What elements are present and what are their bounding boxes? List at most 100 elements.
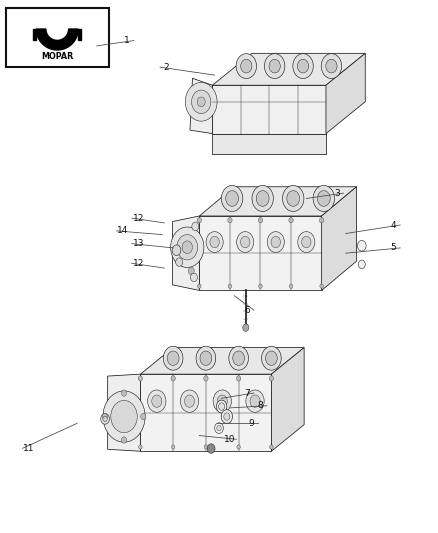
Polygon shape <box>199 187 357 216</box>
Polygon shape <box>321 187 357 290</box>
Circle shape <box>320 284 323 288</box>
Circle shape <box>265 351 277 366</box>
Text: 4: 4 <box>391 221 396 230</box>
Circle shape <box>185 83 217 121</box>
Circle shape <box>271 236 280 248</box>
Text: 7: 7 <box>244 389 250 398</box>
Circle shape <box>269 376 274 381</box>
Circle shape <box>111 400 137 433</box>
Text: 10: 10 <box>224 435 236 444</box>
Circle shape <box>180 390 199 413</box>
Circle shape <box>213 390 231 413</box>
Circle shape <box>210 236 219 248</box>
Circle shape <box>237 445 240 449</box>
Circle shape <box>256 191 269 206</box>
Circle shape <box>198 284 201 288</box>
Polygon shape <box>141 348 304 374</box>
Circle shape <box>182 241 192 254</box>
Circle shape <box>177 235 198 260</box>
Circle shape <box>265 54 285 78</box>
Circle shape <box>283 185 304 212</box>
Circle shape <box>302 236 311 248</box>
Circle shape <box>191 273 198 281</box>
Circle shape <box>219 403 225 410</box>
Polygon shape <box>212 134 326 155</box>
Text: 12: 12 <box>133 214 144 223</box>
Polygon shape <box>272 348 304 451</box>
Circle shape <box>357 240 366 251</box>
Circle shape <box>240 59 252 73</box>
Circle shape <box>188 267 194 274</box>
Circle shape <box>138 376 143 381</box>
Circle shape <box>229 346 248 370</box>
Text: 5: 5 <box>391 244 396 253</box>
Polygon shape <box>108 374 141 451</box>
Circle shape <box>261 346 281 370</box>
Circle shape <box>289 217 293 223</box>
Polygon shape <box>212 53 365 85</box>
Circle shape <box>216 400 227 413</box>
Circle shape <box>192 222 199 231</box>
Text: MOPAR: MOPAR <box>41 52 73 61</box>
Circle shape <box>102 414 107 419</box>
Circle shape <box>252 185 273 212</box>
Text: 9: 9 <box>249 419 254 428</box>
Circle shape <box>228 217 232 223</box>
Circle shape <box>298 232 315 253</box>
Circle shape <box>172 245 181 255</box>
Circle shape <box>246 390 264 413</box>
Circle shape <box>237 376 241 381</box>
Polygon shape <box>212 85 326 134</box>
Polygon shape <box>78 29 81 39</box>
Circle shape <box>267 232 284 253</box>
Circle shape <box>215 423 223 433</box>
Circle shape <box>240 236 250 248</box>
Circle shape <box>287 191 300 206</box>
Circle shape <box>103 416 107 422</box>
Circle shape <box>217 425 221 431</box>
Text: 8: 8 <box>258 401 263 410</box>
Circle shape <box>204 445 208 449</box>
Text: 1: 1 <box>124 36 130 45</box>
Circle shape <box>226 191 239 206</box>
Circle shape <box>207 444 215 454</box>
Polygon shape <box>36 29 78 50</box>
Circle shape <box>326 59 337 73</box>
Circle shape <box>176 258 183 266</box>
Circle shape <box>250 395 260 407</box>
Text: 12: 12 <box>133 259 144 268</box>
Circle shape <box>197 217 201 223</box>
Circle shape <box>258 217 263 223</box>
Text: 6: 6 <box>244 305 250 314</box>
Text: 11: 11 <box>23 444 35 453</box>
Circle shape <box>318 191 330 206</box>
Circle shape <box>141 414 146 419</box>
Bar <box>6 7 109 67</box>
Text: 14: 14 <box>117 227 129 236</box>
Circle shape <box>319 217 324 223</box>
Circle shape <box>269 59 280 73</box>
Circle shape <box>217 395 227 407</box>
Circle shape <box>121 390 127 397</box>
Polygon shape <box>33 29 36 39</box>
Circle shape <box>139 445 142 449</box>
Circle shape <box>293 54 313 78</box>
Circle shape <box>221 410 233 423</box>
Circle shape <box>171 445 175 449</box>
Circle shape <box>243 324 249 332</box>
Polygon shape <box>326 53 365 134</box>
Polygon shape <box>199 216 321 290</box>
Circle shape <box>171 376 175 381</box>
Polygon shape <box>173 216 199 290</box>
Text: 3: 3 <box>334 189 340 198</box>
Circle shape <box>200 351 212 366</box>
Circle shape <box>206 232 223 253</box>
Circle shape <box>167 351 179 366</box>
Circle shape <box>321 54 342 78</box>
Circle shape <box>270 445 273 449</box>
Circle shape <box>236 54 257 78</box>
Circle shape <box>228 284 232 288</box>
Circle shape <box>197 97 205 107</box>
Circle shape <box>171 227 204 268</box>
Circle shape <box>101 414 110 424</box>
